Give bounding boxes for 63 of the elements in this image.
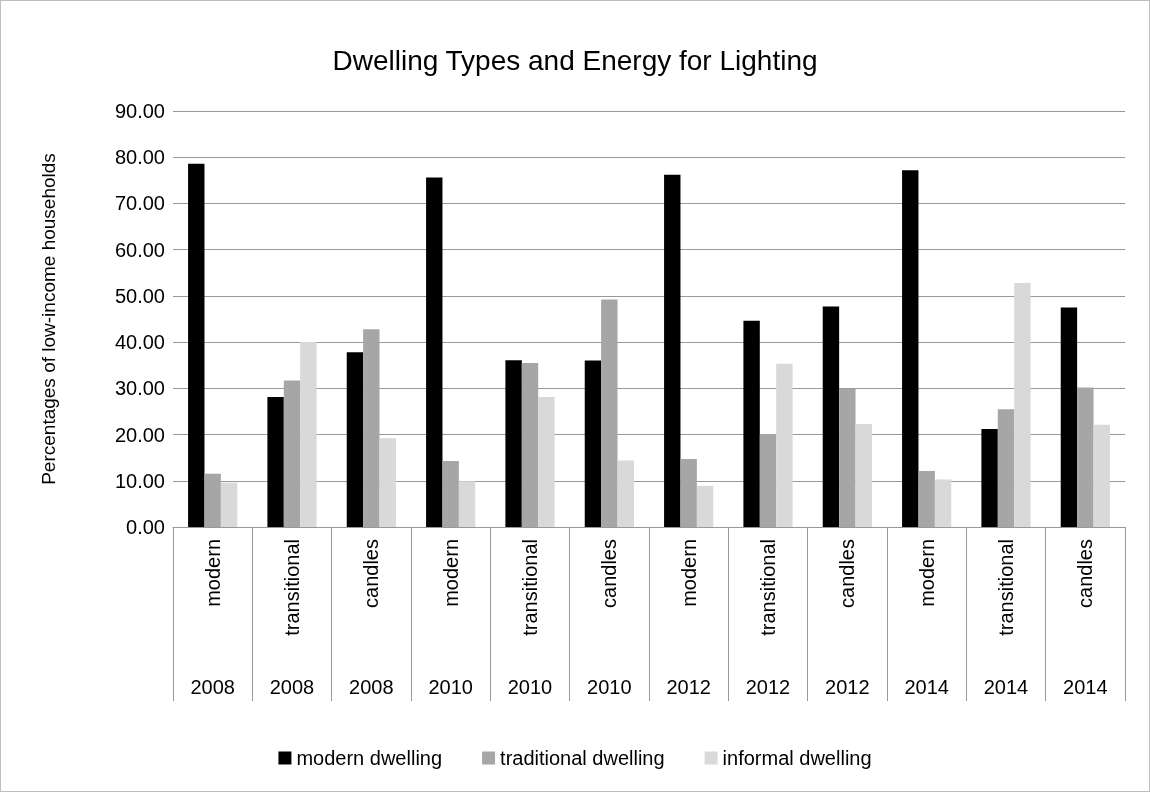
bar — [743, 320, 760, 527]
bar — [680, 459, 697, 527]
category-label: candles 2012 — [825, 539, 870, 698]
bar — [584, 360, 602, 527]
bar — [981, 429, 998, 527]
bar — [521, 362, 539, 527]
bar — [538, 397, 555, 527]
bar — [346, 352, 364, 527]
bar — [379, 438, 396, 527]
bar — [204, 473, 221, 527]
bar — [601, 299, 618, 527]
legend-label: informal dwelling — [722, 747, 872, 769]
bar — [363, 329, 380, 527]
bar — [759, 434, 777, 527]
bar — [776, 363, 793, 527]
bar — [442, 460, 459, 527]
bar — [300, 342, 317, 527]
bar — [220, 482, 238, 527]
category-label: modern 2008 — [190, 539, 235, 698]
legend-label: modern dwelling — [296, 747, 443, 769]
bar — [839, 388, 856, 527]
bar — [188, 163, 205, 527]
y-tick-label: 60.00 — [114, 238, 165, 261]
category-label: transitional 2014 — [983, 539, 1029, 698]
bar — [426, 177, 443, 527]
category-label: modern 2010 — [428, 539, 473, 698]
y-axis-title: Percentages of low-income households — [38, 153, 59, 485]
bar — [902, 170, 919, 527]
category-label: modern 2014 — [904, 539, 949, 698]
category-label: modern 2012 — [666, 539, 711, 698]
y-tick-label: 70.00 — [114, 192, 165, 215]
y-tick-label: 40.00 — [114, 331, 165, 354]
bar — [505, 360, 522, 527]
bar — [918, 471, 935, 527]
y-tick-label: 90.00 — [114, 100, 165, 122]
bar — [934, 479, 952, 527]
category-label: candles 2008 — [349, 539, 394, 698]
bar — [997, 409, 1015, 527]
bar — [696, 485, 714, 527]
bar — [458, 481, 476, 527]
category-label: candles 2010 — [587, 539, 632, 698]
category-label: transitional 2008 — [269, 539, 315, 698]
y-tick-label: 80.00 — [114, 146, 165, 169]
y-tick-label: 0.00 — [126, 516, 165, 538]
category-label: transitional 2010 — [507, 539, 553, 698]
bar — [855, 423, 872, 527]
legend-label: traditional dwelling — [500, 747, 665, 769]
category-label: candles 2014 — [1063, 539, 1108, 698]
bar — [1093, 424, 1110, 527]
bar — [1060, 307, 1078, 527]
bar — [1014, 282, 1031, 527]
bar — [1077, 387, 1094, 527]
y-tick-label: 10.00 — [114, 469, 165, 492]
y-tick-label: 30.00 — [114, 377, 165, 400]
bar — [664, 174, 681, 527]
y-tick-label: 50.00 — [114, 284, 165, 307]
bar — [617, 460, 634, 527]
bar — [822, 306, 840, 527]
chart-title: Dwelling Types and Energy for Lighting — [332, 44, 818, 76]
bar — [267, 397, 284, 527]
y-tick-label: 20.00 — [114, 423, 165, 446]
bar — [283, 380, 301, 527]
category-label: transitional 2012 — [745, 539, 791, 698]
